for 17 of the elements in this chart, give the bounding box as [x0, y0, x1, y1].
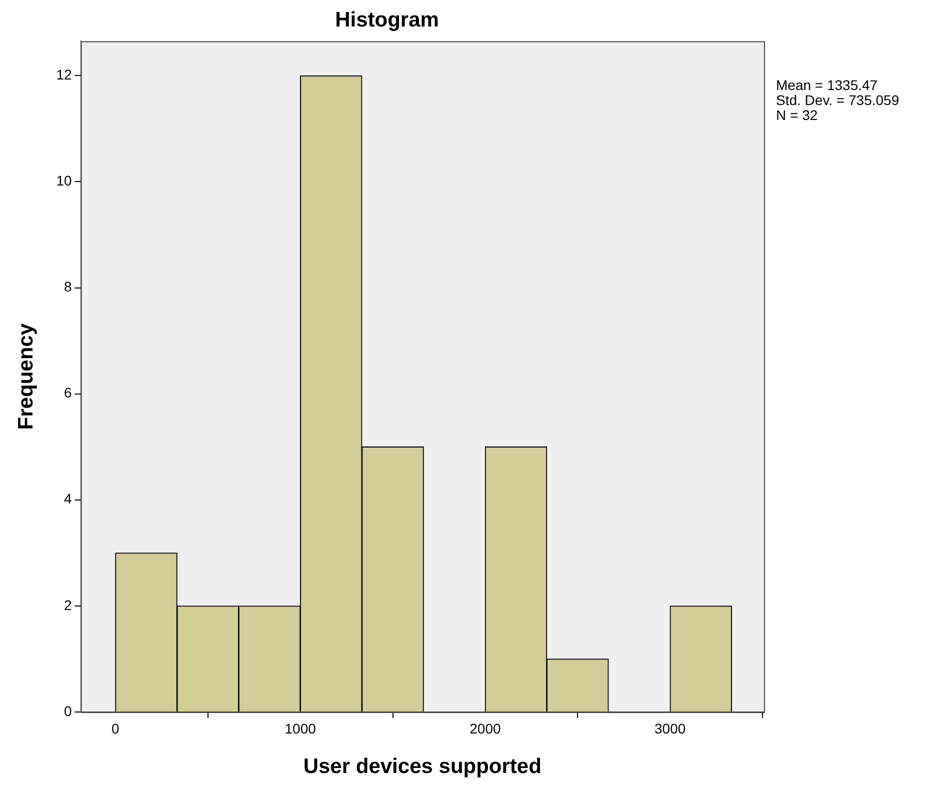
x-tick-label: 0: [112, 720, 120, 736]
x-tick-label: 2000: [470, 720, 501, 736]
x-axis-title: User devices supported: [303, 755, 542, 778]
y-tick-label: 12: [56, 66, 72, 83]
y-tick-label: 6: [64, 384, 72, 401]
y-tick-label: 4: [64, 490, 72, 507]
y-axis-title: Frequency: [14, 323, 38, 430]
chart-title: Histogram: [335, 8, 439, 32]
y-tick-label: 8: [64, 278, 72, 295]
x-tick-label: 3000: [654, 720, 686, 736]
text: N = 32: [776, 107, 818, 124]
y-tick-label: 10: [56, 172, 72, 189]
text: Mean = 1335.47: [776, 77, 878, 94]
y-tick-label: 2: [64, 596, 72, 613]
text: Std. Dev. = 735.059: [776, 92, 900, 108]
x-tick-label: 1000: [284, 720, 316, 736]
y-tick-label: 0: [64, 702, 72, 719]
